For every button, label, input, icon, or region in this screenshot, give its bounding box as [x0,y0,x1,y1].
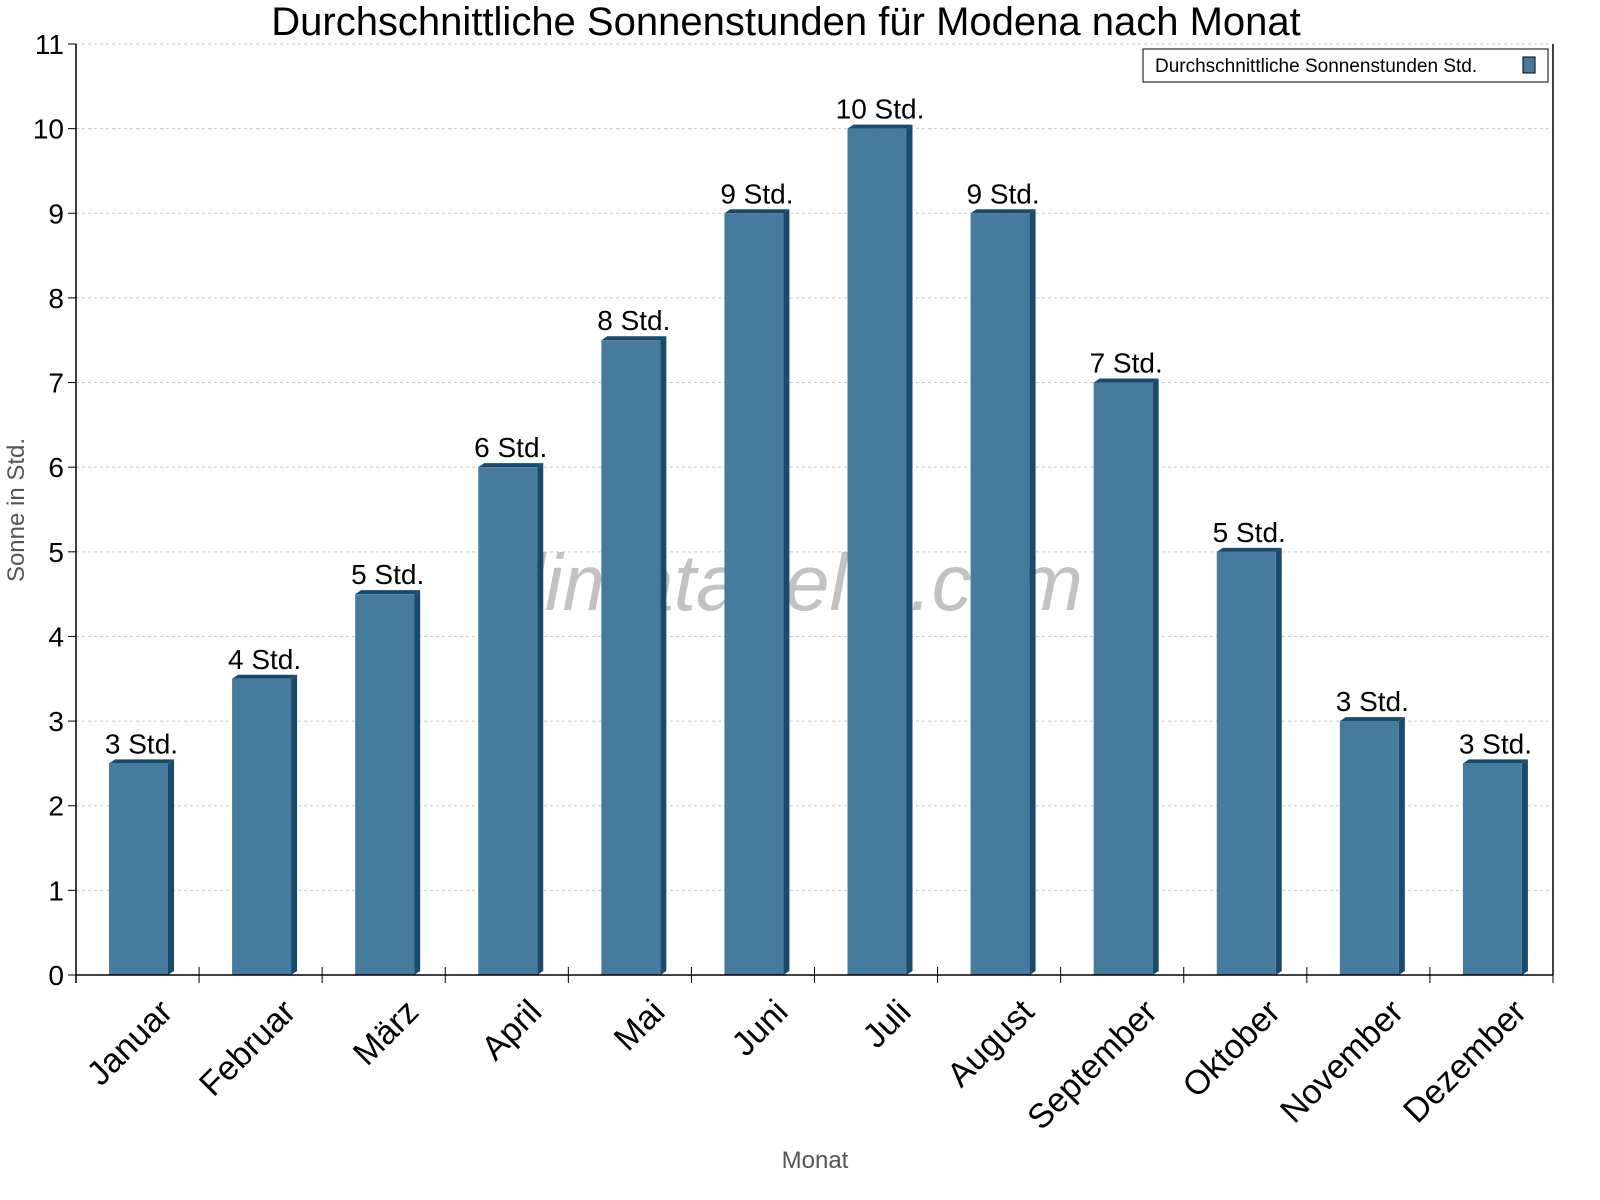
data-label: 10 Std. [836,94,925,125]
legend-label: Durchschnittliche Sonnenstunden Std. [1155,56,1477,77]
bar-top [1462,759,1528,764]
data-label: 5 Std. [1213,517,1286,548]
bar [109,763,168,975]
y-tick-label: 11 [35,29,64,60]
bar-side [414,590,421,975]
x-tick-label: April [474,993,549,1068]
bar-top [232,674,298,679]
y-axis-label: Sonne in Std. [3,438,30,582]
y-tick-label: 8 [48,283,64,314]
bar-top [355,590,421,595]
x-tick-label: Juli [856,993,919,1056]
bar [724,213,784,976]
bar [232,678,292,975]
data-label: 8 Std. [597,305,670,336]
y-tick-label: 5 [48,537,64,568]
legend-swatch [1522,56,1536,74]
y-tick-label: 10 [33,114,64,145]
bar [601,340,661,975]
data-label: 3 Std. [1336,686,1409,717]
bar [970,213,1030,976]
x-tick-label: Mai [607,993,673,1059]
bar-top [109,759,174,764]
x-tick-label: Dezember [1396,993,1534,1131]
bar-top [847,124,913,129]
bar-top [601,336,667,341]
bar [1339,721,1399,975]
data-label: 4 Std. [228,644,301,675]
x-tick-label: Oktober [1175,993,1287,1105]
grid-lines [76,43,1553,891]
y-tick-label: 2 [48,791,64,822]
bar [478,467,538,975]
bar-side [1521,759,1528,975]
y-tick-label: 3 [48,706,64,737]
bar-side [660,336,667,975]
bar-top [970,209,1036,214]
bar-side [1275,547,1282,975]
data-label: 9 Std. [720,178,793,209]
bar-side [168,759,174,975]
bar-top [1339,717,1405,722]
bar-side [1029,209,1036,976]
legend: Durchschnittliche Sonnenstunden Std. [1142,48,1549,83]
x-tick-label: Februar [192,993,303,1104]
data-label: 6 Std. [474,432,547,463]
y-tick-label: 7 [48,368,64,399]
bar-side [537,463,544,975]
bar-side [783,209,790,976]
bar-top [1216,547,1282,552]
bar-top [478,463,544,468]
bar [847,128,907,976]
bar-top [1093,378,1159,383]
bar [1216,551,1276,975]
x-axis-label: Monat [782,1147,849,1174]
x-tick-label: September [1020,993,1164,1137]
x-tick-label: November [1273,993,1411,1131]
bar-side [291,674,298,975]
data-label: 7 Std. [1090,348,1163,379]
bars: 3 Std. 4 Std. 5 Std. 6 Std. 8 Std. 9 Std. 10 S… [105,94,1532,976]
data-label: 5 Std. [351,559,424,590]
y-tick-label: 9 [48,198,64,229]
x-tick-label: August [940,992,1042,1094]
y-tick-label: 0 [48,960,64,991]
data-label: 3 Std. [1459,728,1532,759]
y-tick-label: 1 [48,875,64,906]
x-tick-label: März [346,993,426,1073]
bar-side [906,124,913,976]
chart-title: Durchschnittliche Sonnenstunden für Mode… [271,0,1301,44]
data-label: 9 Std. [966,178,1039,209]
bar [355,594,415,975]
legend-box [1142,48,1549,83]
bar-side [1152,378,1159,976]
x-tick-label: Juni [724,993,795,1064]
bar [1093,382,1153,976]
data-label: 3 Std. [105,728,178,759]
y-tick-label: 4 [48,621,64,652]
x-tick-label: Januar [80,993,180,1093]
bar-side [1398,717,1405,975]
bar-top [724,209,790,214]
y-tick-label: 6 [48,452,64,483]
bar [1462,763,1522,975]
